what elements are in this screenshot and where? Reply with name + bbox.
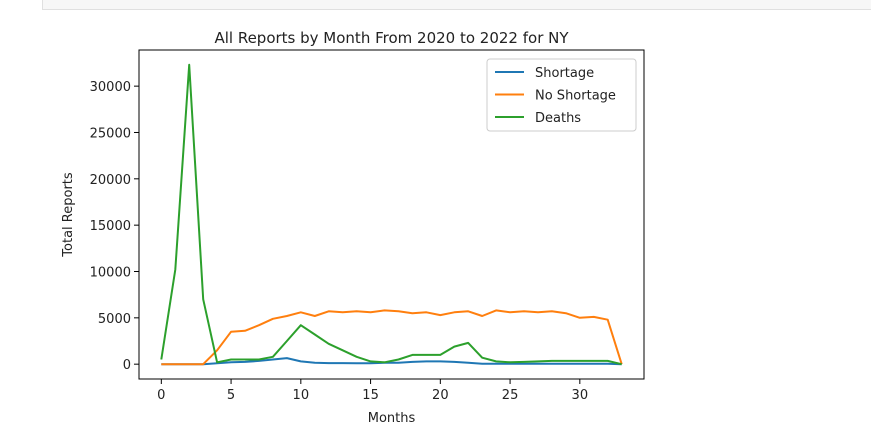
y-tick-label: 20000 [90, 173, 131, 188]
x-tick-label: 10 [293, 388, 310, 403]
y-tick-label: 25000 [90, 126, 131, 141]
x-axis-label: Months [368, 411, 416, 426]
y-tick-label: 0 [123, 358, 131, 373]
legend-box [486, 58, 637, 132]
y-tick-label: 30000 [90, 80, 131, 95]
series-line-shortage [161, 357, 622, 366]
y-tick-label: 5000 [98, 312, 131, 327]
x-tick-label: 15 [362, 388, 379, 403]
y-axis-label: Total Reports [61, 172, 76, 258]
legend-entry-label: Deaths [535, 111, 581, 126]
series-line-deaths [160, 63, 622, 366]
series-line-no-shortage [161, 309, 623, 366]
legend-entry-label: No Shortage [535, 89, 616, 104]
legend-entry-label: Shortage [535, 66, 594, 81]
x-tick-label: 25 [502, 388, 519, 403]
legend: Shortage No Shortage Deaths [486, 58, 637, 132]
y-tick-label: 15000 [90, 219, 131, 234]
x-tick-label: 0 [157, 388, 165, 403]
x-ticks: 0 5 10 15 20 25 30 [157, 379, 588, 403]
notebook-cell-strip [42, 0, 871, 10]
y-tick-label: 10000 [90, 265, 131, 280]
x-tick-label: 5 [227, 388, 235, 403]
chart-title: All Reports by Month From 2020 to 2022 f… [214, 29, 569, 47]
x-tick-label: 30 [572, 388, 589, 403]
x-tick-label: 20 [432, 388, 449, 403]
y-ticks: 0 5000 10000 15000 20000 25000 30000 [90, 80, 139, 373]
series-lines [160, 63, 623, 366]
